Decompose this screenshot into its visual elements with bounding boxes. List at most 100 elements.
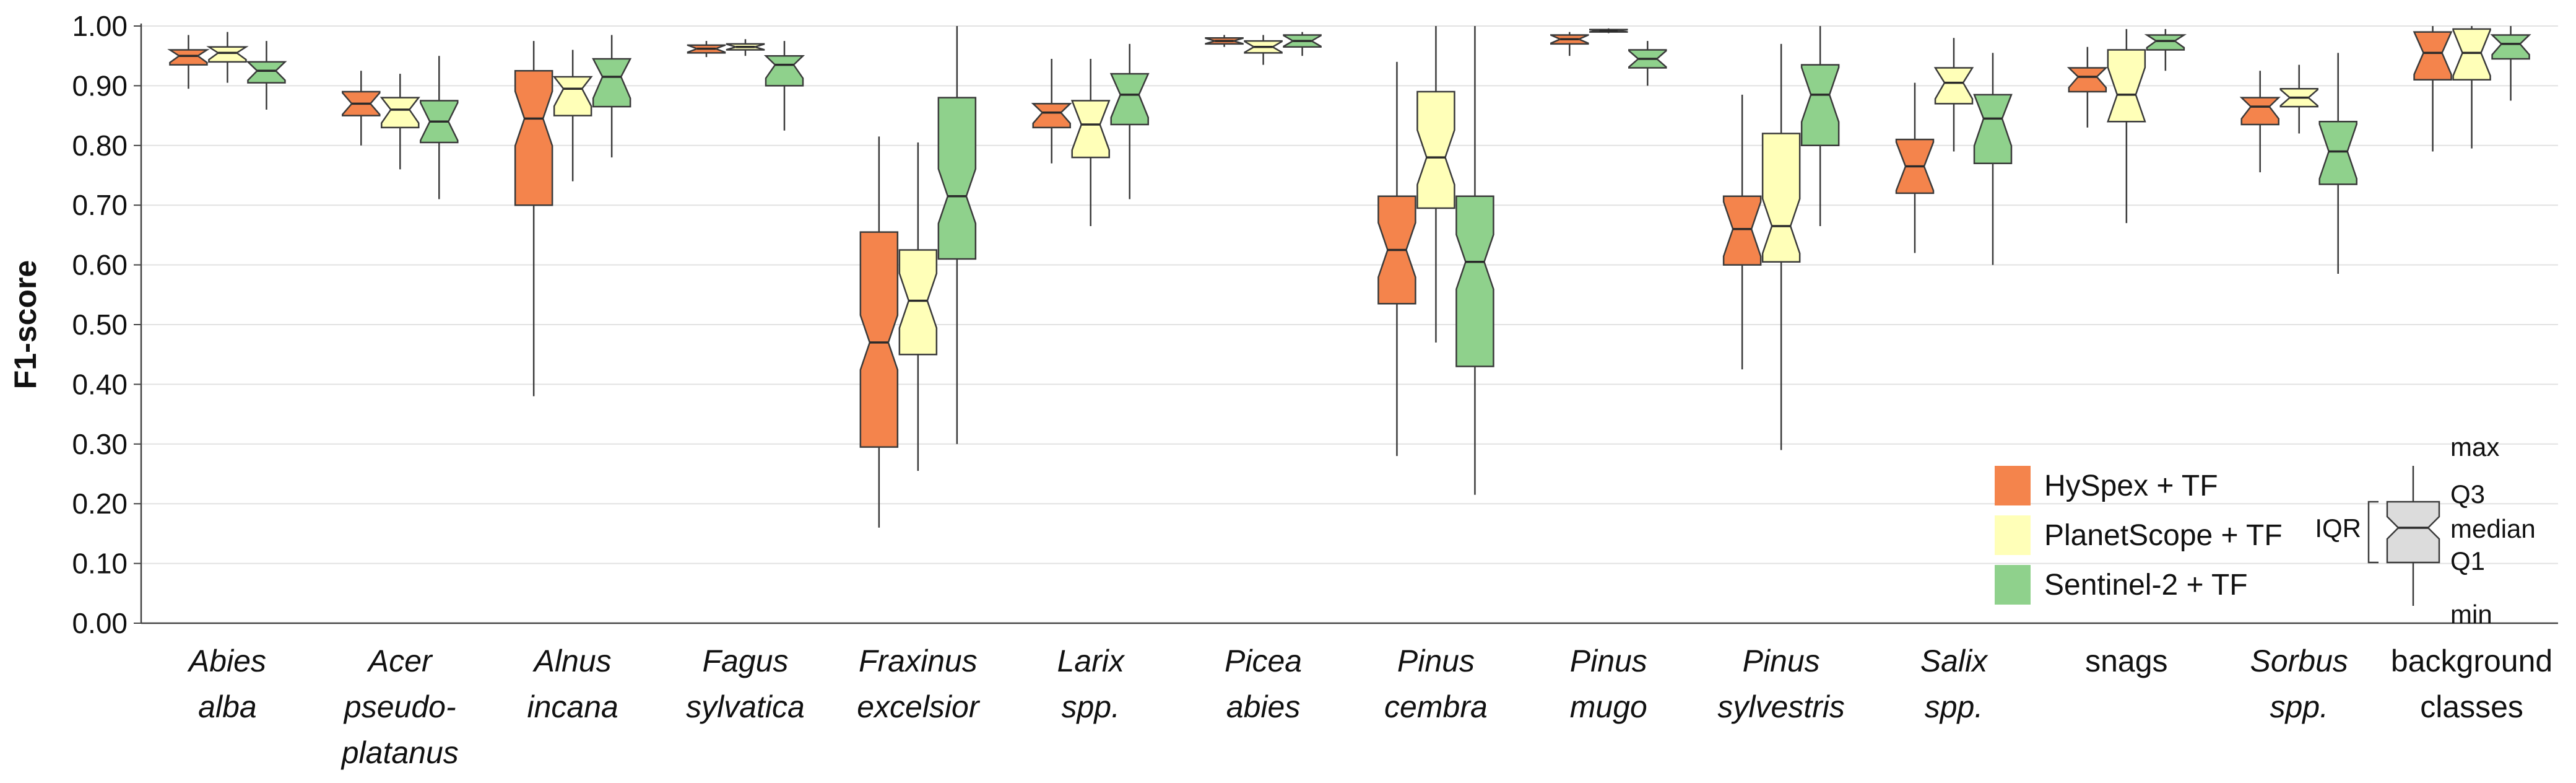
box-sentinel-2-tf (2490, 26, 2531, 101)
box-hyspex-tf (1377, 61, 1416, 457)
iqr-box (2413, 31, 2453, 81)
box-sentinel-2-tf (592, 35, 632, 158)
y-tick-label: 0.50 (72, 308, 128, 341)
legend-swatch (1995, 565, 2031, 605)
x-category-label: Larix spp. (1057, 644, 1125, 724)
box-hyspex-tf (859, 136, 899, 528)
category-group (1722, 26, 1840, 450)
legend-label: PlanetScope + TF (2044, 519, 2283, 552)
x-category-label: Salix spp. (1920, 644, 1988, 724)
y-tick-label: 0.70 (72, 189, 128, 221)
iqr-box (2452, 28, 2491, 81)
box-planetscope-tf (2452, 26, 2491, 149)
box-hyspex-tf (167, 35, 210, 89)
x-category-label: Acer pseudo-platanus (340, 644, 459, 770)
box-planetscope-tf (1416, 26, 1455, 343)
box-sentinel-2-tf (2318, 53, 2357, 274)
y-tick-label: 0.60 (72, 249, 128, 281)
gridlines (141, 25, 2558, 624)
legend-swatch (1995, 515, 2031, 555)
category-labels: Abies alba Acer pseudo-platanus Alnus incana F… (187, 644, 2552, 770)
iqr-box (2144, 34, 2187, 51)
box-hyspex-tf (1895, 82, 1935, 253)
x-category-label: Alnus incana (527, 644, 618, 724)
category-group (514, 35, 632, 396)
box-planetscope-tf (1761, 43, 1801, 450)
box-sentinel-2-tf (1973, 53, 2013, 265)
explain-box (2386, 501, 2440, 564)
box-hyspex-tf (687, 41, 726, 58)
axes: 0.00 0.10 0.20 0.30 0.40 0.50 0.60 0.70 0.80 0.90… (8, 10, 2558, 639)
iqr-box (1109, 72, 1150, 126)
explain-label-max: max (2450, 432, 2499, 461)
iqr-bracket (2367, 501, 2379, 564)
y-tick-label: 0.40 (72, 368, 128, 400)
box-planetscope-tf (1070, 59, 1111, 226)
box-planetscope-tf (379, 74, 420, 170)
box-sentinel-2-tf (1628, 41, 1667, 86)
legend-entry: Sentinel-2 + TF (1995, 565, 2248, 605)
box-sentinel-2-tf (246, 41, 287, 110)
box-sentinel-2-tf (1109, 43, 1150, 199)
iqr-box (167, 49, 210, 66)
box-sentinel-2-tf (420, 56, 459, 199)
iqr-box (898, 249, 938, 356)
iqr-box (514, 70, 553, 206)
category-group (1031, 43, 1150, 226)
box-sentinel-2-tf (763, 41, 805, 131)
category-group (1205, 32, 1322, 65)
iqr-box (1070, 100, 1111, 159)
iqr-box (1761, 133, 1801, 263)
iqr-box (1800, 64, 1840, 147)
box-planetscope-tf (898, 142, 938, 471)
iqr-box (1455, 195, 1494, 367)
category-group (1550, 28, 1667, 86)
y-tick-label: 0.10 (72, 548, 128, 580)
y-tick-label: 0.80 (72, 129, 128, 162)
box-hyspex-tf (2413, 26, 2453, 152)
y-axis-label: F1-score (8, 260, 43, 389)
iqr-box (2107, 49, 2146, 123)
box-sentinel-2-tf (2144, 28, 2187, 71)
y-tick-label: 0.90 (72, 69, 128, 102)
iqr-label: IQR (2315, 514, 2361, 543)
box-sentinel-2-tf (1455, 26, 1494, 495)
iqr-box (2239, 97, 2281, 126)
box-planetscope-tf (1589, 28, 1628, 33)
box-hyspex-tf (1031, 59, 1072, 164)
legend-entry: PlanetScope + TF (1995, 515, 2283, 555)
legend-swatch (1995, 466, 2031, 505)
box-sentinel-2-tf (937, 26, 977, 444)
box-sentinel-2-tf (1800, 26, 1840, 226)
box-planetscope-tf (1244, 35, 1283, 65)
iqr-box (2490, 34, 2531, 60)
iqr-box (246, 61, 287, 84)
x-category-label: Pinus cembra (1384, 644, 1488, 724)
y-tick-label: 0.20 (72, 488, 128, 520)
category-group (859, 26, 977, 528)
y-tick-label: 0.30 (72, 428, 128, 460)
x-category-label: snags (2085, 644, 2167, 678)
box-hyspex-tf (1722, 94, 1762, 370)
explain-label-median: median (2450, 514, 2536, 543)
legend: HySpex + TF PlanetScope + TF Sentinel-2 + … (1995, 466, 2283, 605)
box-hyspex-tf (2239, 71, 2281, 173)
explain-label-Q1: Q1 (2450, 546, 2485, 575)
iqr-box (592, 58, 632, 108)
iqr-box (859, 231, 899, 448)
iqr-box (1416, 90, 1455, 209)
explain-label-Q3: Q3 (2450, 479, 2485, 509)
legend-label: HySpex + TF (2044, 470, 2218, 502)
category-group (2066, 28, 2187, 224)
legend-entry: HySpex + TF (1995, 466, 2218, 505)
box-hyspex-tf (342, 71, 381, 146)
box-planetscope-tf (552, 50, 593, 182)
box-hyspex-tf (514, 41, 553, 396)
x-category-label: background classes (2391, 644, 2552, 724)
plot-area (167, 26, 2531, 528)
category-group (2239, 53, 2357, 274)
iqr-box (1722, 195, 1762, 266)
box-hyspex-tf (2066, 46, 2108, 128)
box-planetscope-tf (2107, 28, 2146, 224)
